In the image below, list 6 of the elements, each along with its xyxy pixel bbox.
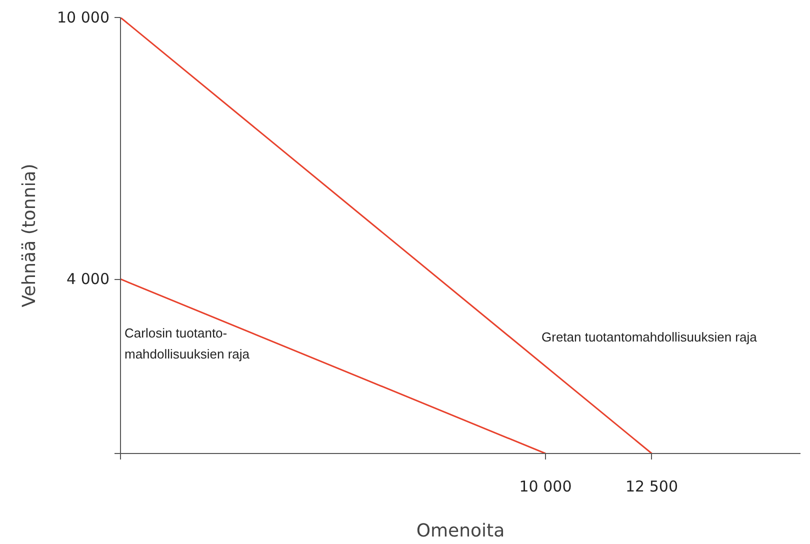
y-tick-label: 4 000 (66, 270, 110, 288)
x-tick-label: 12 500 (626, 478, 678, 496)
annotation: Gretan tuotantomahdollisuuksien raja (542, 330, 758, 344)
annotation: Carlosin tuotanto- mahdollisuuksien raja (124, 326, 250, 362)
x-axis-title: Omenoita (416, 520, 505, 542)
y-axis-title: Vehnää (tonnia) (19, 164, 40, 308)
